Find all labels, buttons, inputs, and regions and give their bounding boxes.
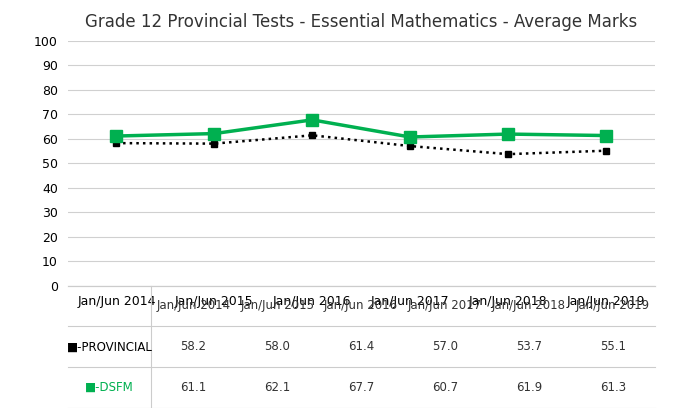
Text: Jan/Jun 2015: Jan/Jun 2015 xyxy=(240,299,315,313)
Text: Jan/Jun 2014: Jan/Jun 2014 xyxy=(157,299,230,313)
Text: 57.0: 57.0 xyxy=(432,340,458,353)
Text: 53.7: 53.7 xyxy=(516,340,542,353)
Text: Jan/Jun 2017: Jan/Jun 2017 xyxy=(408,299,482,313)
Text: ■-DSFM: ■-DSFM xyxy=(85,381,134,394)
Text: 58.0: 58.0 xyxy=(265,340,290,353)
Text: Jan/Jun 2016: Jan/Jun 2016 xyxy=(324,299,398,313)
Text: 67.7: 67.7 xyxy=(348,381,374,394)
Text: 62.1: 62.1 xyxy=(264,381,290,394)
Text: 60.7: 60.7 xyxy=(432,381,458,394)
Text: Jan/Jun 2018: Jan/Jun 2018 xyxy=(492,299,566,313)
Text: 55.1: 55.1 xyxy=(600,340,626,353)
Text: Jan/Jun 2019: Jan/Jun 2019 xyxy=(576,299,650,313)
Text: 58.2: 58.2 xyxy=(180,340,207,353)
Text: 61.1: 61.1 xyxy=(180,381,207,394)
Text: 61.4: 61.4 xyxy=(348,340,374,353)
Text: 61.3: 61.3 xyxy=(600,381,626,394)
Text: ■-PROVINCIAL: ■-PROVINCIAL xyxy=(67,340,153,353)
Text: 61.9: 61.9 xyxy=(516,381,542,394)
Title: Grade 12 Provincial Tests - Essential Mathematics - Average Marks: Grade 12 Provincial Tests - Essential Ma… xyxy=(85,13,637,31)
